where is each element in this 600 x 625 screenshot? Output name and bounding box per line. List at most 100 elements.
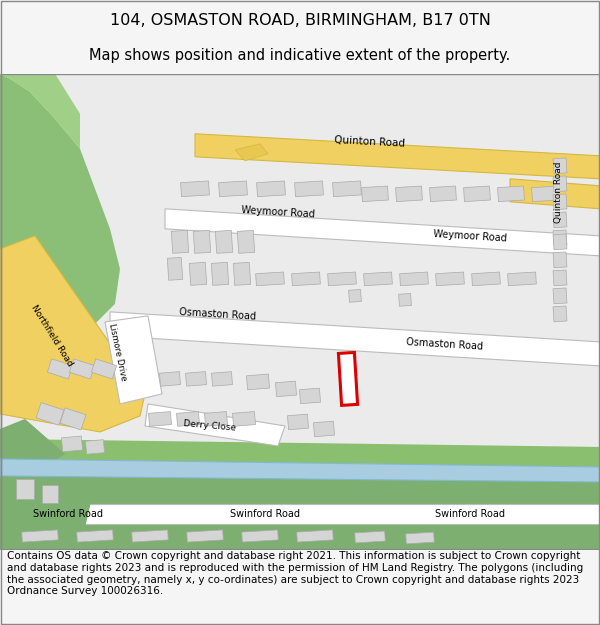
Bar — [332, 181, 361, 197]
Bar — [497, 186, 524, 202]
Bar — [338, 352, 358, 406]
Text: Osmaston Road: Osmaston Road — [406, 336, 484, 351]
Bar — [257, 181, 286, 197]
Text: Osmaston Road: Osmaston Road — [179, 306, 257, 321]
Bar — [149, 412, 172, 426]
Text: Weymoor Road: Weymoor Road — [241, 204, 315, 219]
Bar — [553, 306, 567, 322]
Bar — [430, 186, 457, 202]
Bar — [47, 359, 73, 379]
Bar — [212, 372, 232, 386]
Bar — [85, 439, 104, 454]
Bar — [233, 262, 251, 286]
Text: Weymoor Road: Weymoor Road — [433, 229, 507, 243]
Text: Derry Close: Derry Close — [184, 419, 236, 432]
Bar — [238, 231, 254, 253]
Bar — [313, 421, 335, 437]
Bar — [299, 388, 320, 404]
Bar — [215, 231, 233, 253]
Polygon shape — [0, 474, 95, 550]
Bar — [160, 372, 181, 386]
Bar — [185, 372, 206, 386]
Polygon shape — [0, 474, 600, 550]
Text: Northfield Road: Northfield Road — [29, 304, 74, 368]
Polygon shape — [165, 209, 600, 256]
Bar — [362, 186, 388, 202]
Bar — [553, 288, 567, 304]
Bar — [464, 186, 490, 202]
Polygon shape — [0, 74, 120, 364]
Bar — [77, 530, 113, 542]
Polygon shape — [0, 459, 600, 482]
Bar — [553, 212, 567, 228]
Bar — [91, 359, 116, 379]
Bar — [218, 181, 247, 197]
Text: Swinford Road: Swinford Road — [33, 509, 103, 519]
Bar — [472, 272, 500, 286]
Bar — [328, 272, 356, 286]
Polygon shape — [0, 419, 65, 474]
Text: Contains OS data © Crown copyright and database right 2021. This information is : Contains OS data © Crown copyright and d… — [7, 551, 583, 596]
Bar — [395, 186, 422, 202]
Bar — [297, 530, 333, 542]
Polygon shape — [0, 74, 80, 149]
Bar — [233, 412, 256, 426]
Bar — [364, 272, 392, 286]
Polygon shape — [0, 504, 600, 524]
Text: Quinton Road: Quinton Road — [554, 161, 563, 222]
Text: Swinford Road: Swinford Road — [230, 509, 300, 519]
Text: 104, OSMASTON ROAD, BIRMINGHAM, B17 0TN: 104, OSMASTON ROAD, BIRMINGHAM, B17 0TN — [110, 13, 490, 28]
Bar — [132, 530, 168, 542]
Bar — [553, 234, 567, 250]
Bar — [176, 412, 199, 426]
Bar — [295, 181, 323, 197]
Bar — [60, 408, 86, 430]
Bar — [16, 479, 34, 499]
Bar — [436, 272, 464, 286]
Bar — [553, 252, 567, 268]
Text: Map shows position and indicative extent of the property.: Map shows position and indicative extent… — [89, 48, 511, 63]
Bar — [256, 272, 284, 286]
Text: Quinton Road: Quinton Road — [334, 135, 406, 149]
Text: Lismore Drive: Lismore Drive — [107, 322, 128, 381]
Bar — [553, 194, 567, 210]
Polygon shape — [145, 404, 285, 446]
Bar — [42, 485, 58, 503]
Polygon shape — [105, 316, 162, 404]
Bar — [292, 272, 320, 286]
Bar — [553, 270, 567, 286]
Bar — [181, 181, 209, 197]
Polygon shape — [235, 144, 268, 161]
Polygon shape — [0, 439, 600, 467]
Bar — [36, 402, 64, 425]
Bar — [61, 436, 83, 452]
Bar — [349, 289, 361, 302]
Bar — [400, 272, 428, 286]
Bar — [287, 414, 308, 430]
Bar — [187, 530, 223, 542]
Polygon shape — [195, 134, 600, 179]
Polygon shape — [110, 312, 600, 366]
Bar — [508, 272, 536, 286]
Bar — [70, 359, 95, 379]
Bar — [190, 262, 206, 286]
Bar — [355, 531, 385, 543]
Bar — [247, 374, 269, 390]
Bar — [398, 294, 412, 306]
Bar — [553, 158, 567, 174]
Bar — [167, 258, 182, 280]
Bar — [275, 381, 296, 397]
Text: Swinford Road: Swinford Road — [435, 509, 505, 519]
Bar — [193, 231, 211, 253]
Bar — [406, 532, 434, 544]
Bar — [553, 230, 567, 246]
Bar — [553, 176, 567, 192]
Bar — [211, 262, 229, 286]
Polygon shape — [510, 179, 600, 209]
Bar — [532, 186, 559, 202]
Bar — [205, 412, 227, 426]
Bar — [242, 530, 278, 542]
Bar — [22, 530, 58, 542]
Bar — [172, 231, 188, 253]
Polygon shape — [0, 236, 145, 432]
